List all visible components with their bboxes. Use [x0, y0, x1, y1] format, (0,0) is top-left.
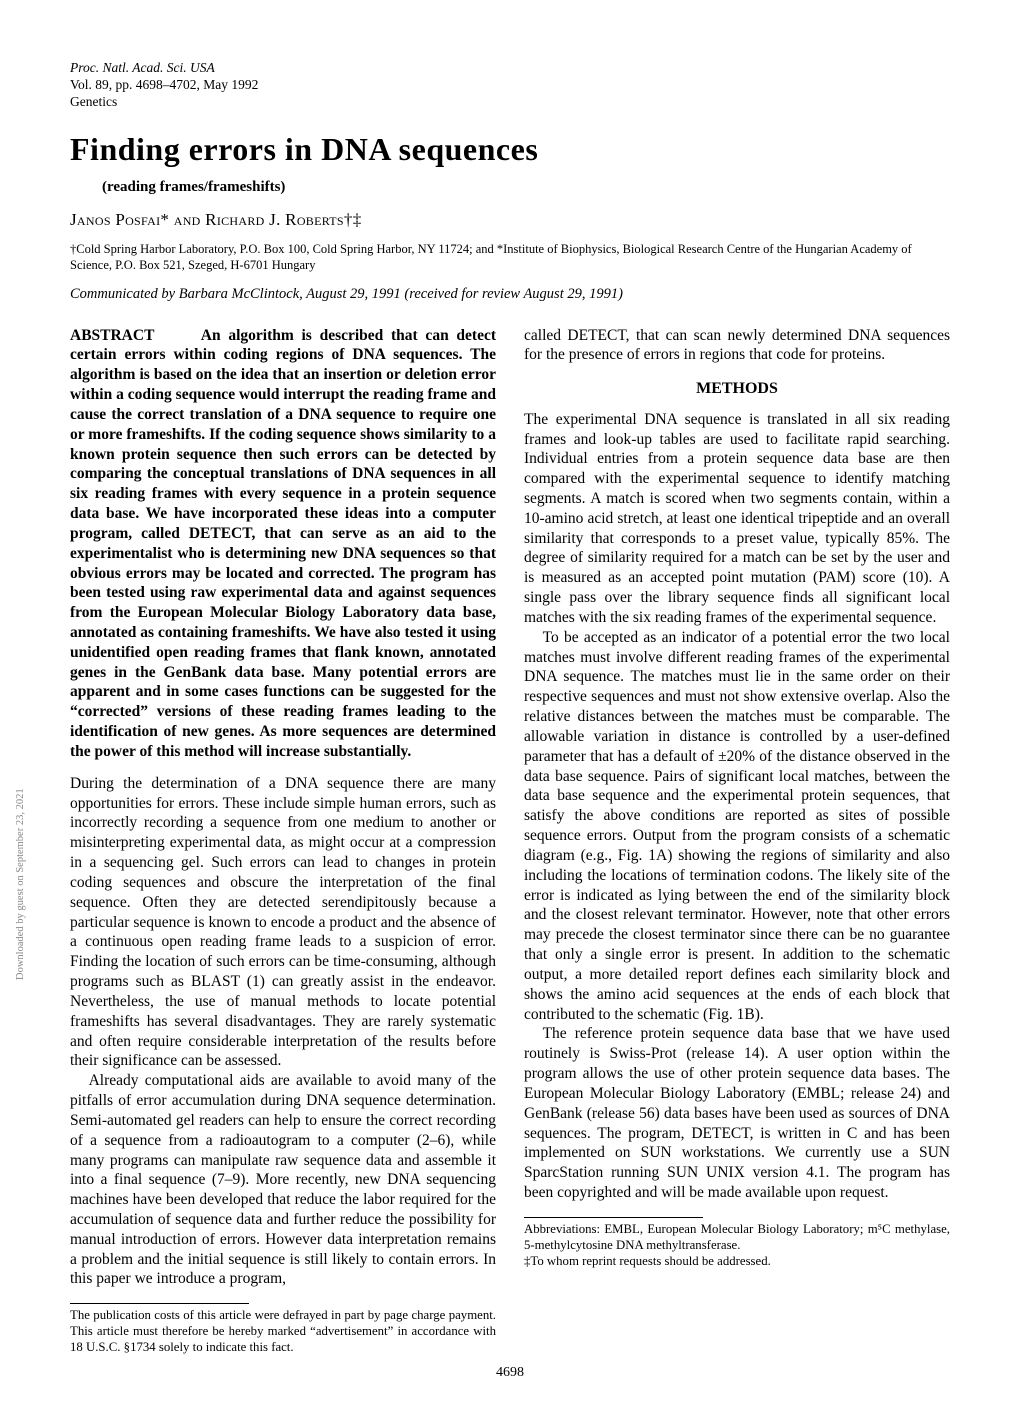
footnote-rule-left	[70, 1303, 249, 1304]
abbreviations-footnote: Abbreviations: EMBL, European Molecular …	[524, 1222, 950, 1254]
body-p1: During the determination of a DNA sequen…	[70, 774, 496, 1071]
abstract-label: ABSTRACT	[70, 327, 154, 344]
article-subtitle: (reading frames/frameshifts)	[102, 178, 950, 197]
communicated-line: Communicated by Barbara McClintock, Augu…	[70, 285, 950, 304]
body-p2-continued: called DETECT, that can scan newly deter…	[524, 326, 950, 366]
body-p2: Already computational aids are available…	[70, 1071, 496, 1289]
journal-section: Genetics	[70, 94, 950, 111]
journal-header: Proc. Natl. Acad. Sci. USA Vol. 89, pp. …	[70, 60, 950, 111]
affiliation-line: †Cold Spring Harbor Laboratory, P.O. Box…	[70, 241, 950, 274]
body-p4: To be accepted as an indicator of a pote…	[524, 628, 950, 1025]
download-watermark: Downloaded by guest on September 23, 202…	[14, 788, 27, 980]
abstract-text: An algorithm is described that can detec…	[70, 327, 496, 760]
page-number: 4698	[70, 1364, 950, 1382]
abstract-paragraph: ABSTRACT An algorithm is described that …	[70, 326, 496, 762]
article-title: Finding errors in DNA sequences	[70, 129, 950, 170]
footnote-rule-right	[524, 1217, 703, 1218]
body-p5: The reference protein sequence data base…	[524, 1024, 950, 1202]
body-p3: The experimental DNA sequence is transla…	[524, 410, 950, 628]
journal-line-2: Vol. 89, pp. 4698–4702, May 1992	[70, 77, 950, 94]
correspondence-footnote: ‡To whom reprint requests should be addr…	[524, 1254, 950, 1270]
publication-cost-footnote: The publication costs of this article we…	[70, 1308, 496, 1356]
methods-heading: METHODS	[524, 379, 950, 399]
journal-line-1: Proc. Natl. Acad. Sci. USA	[70, 60, 950, 77]
author-line: Janos Posfai* and Richard J. Roberts†‡	[70, 209, 950, 231]
body-columns: ABSTRACT An algorithm is described that …	[70, 326, 950, 1357]
